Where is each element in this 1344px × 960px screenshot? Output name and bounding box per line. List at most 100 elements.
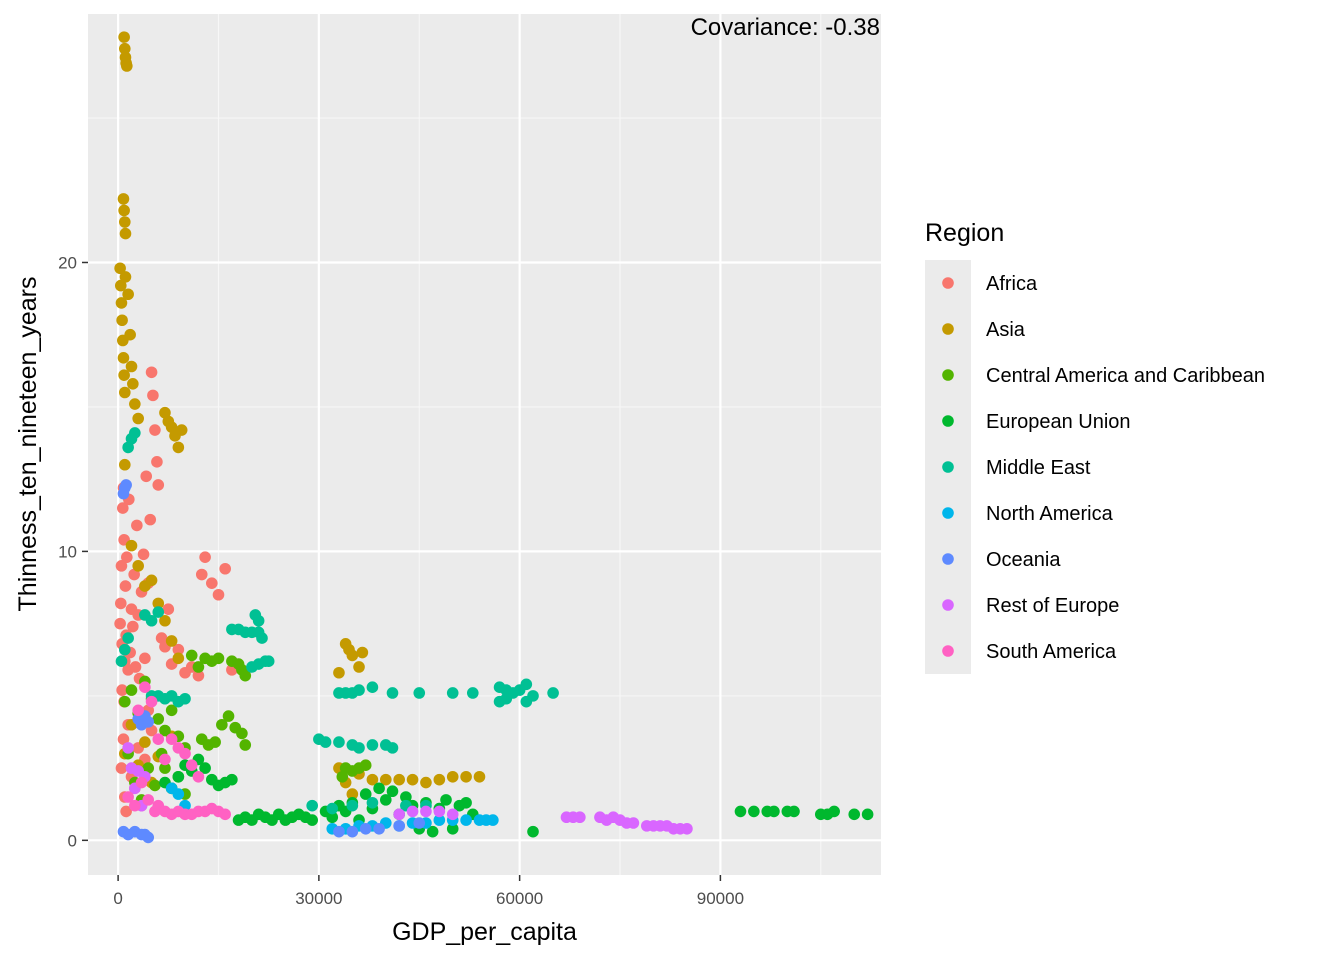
point-european-union [446,822,459,835]
point-european-union [373,782,385,795]
point-asia [119,271,132,283]
point-central-america-and-caribbean [236,664,248,676]
point-south-america [129,799,141,812]
x-tick-label: 30000 [295,889,342,908]
point-middle-east [413,687,426,699]
point-south-america [139,681,151,693]
point-asia [114,262,126,275]
point-middle-east [256,632,268,644]
point-africa [129,661,142,673]
point-asia [121,60,133,72]
point-asia [172,652,185,665]
point-africa [219,562,231,575]
point-rest-of-europe [122,742,134,754]
point-oceania [142,716,155,728]
point-european-union [326,811,339,824]
point-asia [122,288,134,301]
point-european-union [426,825,439,838]
legend-label-middle-east: Middle East [986,457,1091,479]
point-oceania [333,825,345,838]
point-south-america [185,759,198,772]
point-asia [132,560,144,572]
point-european-union [172,770,185,783]
legend-label-south-america: South America [986,641,1117,663]
point-rest-of-europe [420,805,432,818]
point-asia [379,773,392,786]
point-africa [116,684,128,696]
x-axis-title: GDP_per_capita [392,918,577,946]
point-oceania [359,822,372,835]
point-asia [125,360,138,373]
point-central-america-and-caribbean [359,759,372,772]
point-asia [114,279,127,292]
point-asia [393,773,405,786]
point-central-america-and-caribbean [209,736,221,748]
point-rest-of-europe [627,817,640,829]
x-tick-label: 60000 [496,889,543,908]
point-middle-east [366,681,379,693]
point-asia [420,776,432,789]
major-gridlines [88,14,881,875]
point-middle-east [333,736,345,748]
point-oceania [142,831,155,844]
point-rest-of-europe [393,808,405,821]
point-africa [127,620,139,633]
point-south-america [165,733,178,746]
point-africa [192,669,205,682]
point-asia [127,378,139,390]
point-european-union [400,791,412,803]
point-asia [175,424,188,436]
point-middle-east [306,799,318,812]
point-asia [446,770,459,783]
point-africa [199,551,211,563]
point-central-america-and-caribbean [222,710,235,722]
point-africa [120,805,132,818]
point-european-union [788,805,800,818]
point-asia [152,597,165,610]
point-asia [119,42,131,55]
point-south-america [152,733,165,746]
point-africa [195,568,208,581]
x-axis: 0 30000 60000 90000 [113,875,744,908]
point-middle-east [353,742,365,754]
point-central-america-and-caribbean [152,713,165,725]
y-tick-label: 10 [58,542,77,561]
point-asia [145,574,158,587]
point-asia [353,661,365,673]
point-european-union [828,805,840,818]
point-rest-of-europe [574,811,586,824]
y-axis-title: Thinness_ten_nineteen_years [14,277,42,612]
point-middle-east [386,742,399,754]
point-africa [144,513,157,526]
point-middle-east [366,796,379,809]
point-asia [119,458,131,471]
point-asia [172,441,185,454]
plot-panel [88,14,881,875]
point-middle-east [326,802,339,815]
point-middle-east [129,427,141,439]
point-european-union [226,773,238,786]
point-south-america [192,770,205,783]
point-european-union [306,814,318,826]
point-africa [162,603,175,615]
legend-label-asia: Asia [986,319,1026,341]
minor-gridlines [88,14,881,875]
point-central-america-and-caribbean [336,770,349,783]
point-middle-east [115,655,128,667]
legend-label-central-america-and-caribbean: Central America and Caribbean [986,365,1265,387]
point-south-america [159,753,171,766]
point-africa [128,568,140,581]
point-middle-east [262,655,275,667]
point-european-union [861,808,874,821]
point-asia [129,398,141,410]
point-south-america [179,747,191,760]
point-european-union [768,805,780,818]
point-central-america-and-caribbean [216,718,228,731]
data-points [114,31,874,844]
point-asia [473,770,486,783]
legend-key-oceania [942,553,954,565]
point-middle-east [520,678,533,691]
point-central-america-and-caribbean [159,762,171,774]
point-south-america [132,704,144,717]
point-south-america [142,794,155,806]
